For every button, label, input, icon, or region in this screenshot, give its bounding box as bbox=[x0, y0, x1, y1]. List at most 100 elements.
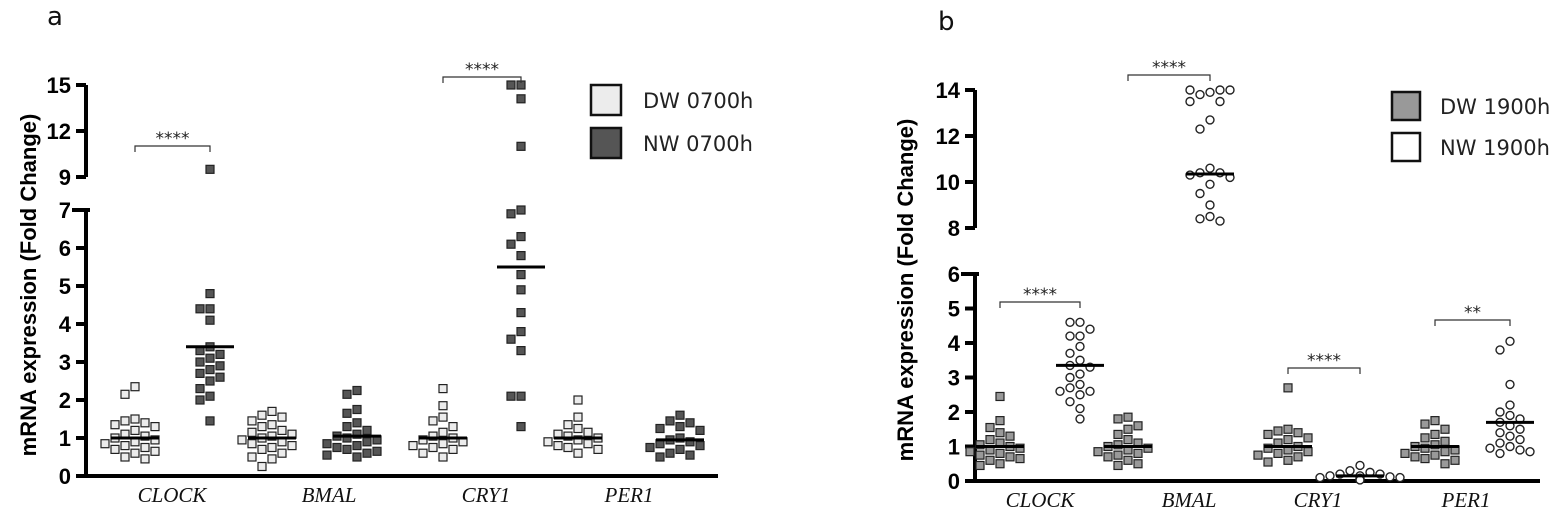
panel-b-point-dw-1900h-cry1-12 bbox=[1273, 448, 1283, 458]
panel-b-point-dw-1900h-clock-3 bbox=[995, 428, 1005, 438]
panel-b-point-dw-1900h-cry1-1 bbox=[1283, 424, 1293, 434]
panel-b-point-dw-1900h-cry1-3 bbox=[1293, 428, 1303, 438]
panel-b-point-nw-1900h-per1-12 bbox=[1515, 434, 1525, 445]
panel-b-y-tick-label-5: 5 bbox=[948, 297, 960, 322]
panel-b-point-dw-1900h-per1-5 bbox=[1440, 436, 1450, 446]
panel-b-legend-swatch-dw-1900h bbox=[1390, 90, 1422, 122]
panel-a-point-nw-0700h-clock-3 bbox=[195, 304, 205, 314]
panel-a-point-nw-0700h-cry1-12 bbox=[516, 327, 526, 337]
panel-b-point-nw-1900h-per1-14 bbox=[1505, 441, 1515, 452]
panel-a-point-nw-0700h-bmal-0 bbox=[352, 385, 362, 396]
panel-a-point-dw-0700h-clock-9 bbox=[140, 431, 150, 441]
panel-b-point-dw-1900h-cry1-11 bbox=[1303, 447, 1313, 457]
panel-b-point-dw-1900h-clock-2 bbox=[985, 422, 995, 433]
panel-b-y-tick-label-1: 1 bbox=[948, 435, 960, 460]
panel-b-point-dw-1900h-clock-7 bbox=[975, 440, 985, 450]
panel-a-point-nw-0700h-clock-0 bbox=[205, 164, 215, 174]
panel-b-point-dw-1900h-bmal-4 bbox=[1113, 429, 1123, 440]
panel-b-point-nw-1900h-per1-10 bbox=[1495, 428, 1505, 438]
panel-b-point-nw-1900h-bmal-15 bbox=[1195, 214, 1205, 224]
panel-a-point-nw-0700h-cry1-7 bbox=[506, 239, 516, 249]
panel-a-point-nw-0700h-bmal-13 bbox=[352, 441, 362, 451]
panel-a-point-nw-0700h-bmal-12 bbox=[322, 439, 332, 449]
panel-a-point-nw-0700h-clock-10 bbox=[215, 361, 225, 371]
panel-b-point-nw-1900h-cry1-8 bbox=[1315, 472, 1325, 483]
panel-a-point-dw-0700h-bmal-5 bbox=[257, 422, 267, 432]
panel-a-point-nw-0700h-cry1-1 bbox=[516, 141, 526, 151]
panel-a-point-nw-0700h-per1-4 bbox=[655, 423, 665, 434]
panel-b-category-label-cry1: CRY1 bbox=[1294, 488, 1343, 512]
panel-a-point-nw-0700h-cry1-10 bbox=[516, 285, 526, 295]
panel-a-point-nw-0700h-cry1-0 bbox=[516, 94, 526, 104]
panel-b-point-nw-1900h-clock-15 bbox=[1055, 386, 1065, 396]
panel-b-point-nw-1900h-cry1-6 bbox=[1325, 471, 1335, 481]
panel-a-point-nw-0700h-bmal-9 bbox=[342, 433, 352, 443]
panel-b-point-dw-1900h-per1-13 bbox=[1410, 452, 1420, 462]
panel-b-point-nw-1900h-per1-15 bbox=[1485, 443, 1495, 453]
panel-b-point-nw-1900h-per1-9 bbox=[1515, 424, 1525, 434]
panel-b-point-dw-1900h-cry1-9 bbox=[1263, 443, 1273, 453]
panel-a-point-dw-0700h-cry1-13 bbox=[448, 444, 458, 454]
panel-b-point-dw-1900h-cry1-15 bbox=[1283, 455, 1293, 465]
panel-b-point-dw-1900h-per1-0 bbox=[1430, 416, 1440, 426]
panel-b-point-dw-1900h-clock-4 bbox=[1005, 431, 1015, 441]
panel-a-point-dw-0700h-cry1-2 bbox=[438, 412, 448, 422]
panel-b-point-nw-1900h-clock-6 bbox=[1065, 348, 1075, 359]
panel-b-point-nw-1900h-per1-17 bbox=[1525, 446, 1535, 457]
panel-b-point-dw-1900h-per1-12 bbox=[1430, 450, 1440, 460]
panel-b-legend-label-nw-1900h: NW 1900h bbox=[1440, 136, 1550, 160]
panel-a-point-nw-0700h-per1-0 bbox=[675, 410, 685, 420]
panel-b-point-dw-1900h-bmal-0 bbox=[1123, 412, 1133, 422]
panel-a-point-nw-0700h-per1-10 bbox=[695, 441, 705, 451]
panel-a-point-dw-0700h-cry1-3 bbox=[428, 416, 438, 426]
panel-b-point-dw-1900h-clock-18 bbox=[975, 460, 985, 471]
panel-a-category-label-cry1: CRY1 bbox=[462, 483, 511, 507]
panel-b-y-tick-label-3: 3 bbox=[948, 366, 960, 391]
panel-a-point-nw-0700h-clock-12 bbox=[195, 368, 205, 378]
panel-b-point-nw-1900h-bmal-16 bbox=[1215, 216, 1225, 226]
panel-a-point-nw-0700h-cry1-6 bbox=[516, 232, 526, 242]
panel-a-point-nw-0700h-per1-11 bbox=[645, 442, 655, 453]
panel-b-point-nw-1900h-per1-2 bbox=[1505, 379, 1515, 390]
panel-b-point-dw-1900h-per1-10 bbox=[1440, 447, 1450, 457]
panel-b-point-nw-1900h-clock-13 bbox=[1065, 383, 1075, 393]
panel-a-point-dw-0700h-bmal-14 bbox=[287, 441, 297, 451]
panel-a-point-dw-0700h-clock-16 bbox=[110, 444, 120, 454]
panel-b-point-nw-1900h-per1-3 bbox=[1505, 400, 1515, 410]
panel-a-y-tick-label-12: 12 bbox=[47, 119, 71, 144]
panel-a-point-nw-0700h-per1-13 bbox=[665, 448, 675, 458]
panel-a-y-tick-label-2: 2 bbox=[59, 388, 71, 413]
panel-b-significance-label-per1: ** bbox=[1464, 303, 1481, 323]
panel-a-point-nw-0700h-bmal-3 bbox=[342, 408, 352, 418]
panel-a-point-nw-0700h-bmal-15 bbox=[342, 444, 352, 454]
panel-b-letter: b bbox=[938, 7, 955, 37]
panel-a-category-label-bmal: BMAL bbox=[302, 483, 357, 507]
panel-a-point-dw-0700h-bmal-15 bbox=[267, 442, 277, 453]
panel-b-point-dw-1900h-bmal-9 bbox=[1143, 443, 1153, 453]
panel-a-point-dw-0700h-bmal-1 bbox=[257, 410, 267, 420]
panel-a-point-nw-0700h-cry1-5 bbox=[506, 209, 516, 219]
panel-a-legend-label-nw-0700h: NW 0700h bbox=[643, 132, 753, 156]
panel-a-point-nw-0700h-cry1-15 bbox=[516, 391, 526, 401]
panel-b-point-dw-1900h-bmal-3 bbox=[1123, 424, 1133, 434]
panel-b-point-nw-1900h-clock-17 bbox=[1065, 396, 1075, 407]
panel-b-point-dw-1900h-clock-14 bbox=[1005, 452, 1015, 462]
panel-a-point-nw-0700h-per1-2 bbox=[685, 418, 695, 428]
panel-a-point-dw-0700h-clock-19 bbox=[120, 452, 130, 462]
panel-a-point-dw-0700h-per1-8 bbox=[573, 435, 583, 445]
panel-a-point-dw-0700h-bmal-9 bbox=[267, 431, 277, 441]
panel-b-point-dw-1900h-per1-2 bbox=[1440, 424, 1450, 434]
panel-b-y-tick-label-0: 0 bbox=[948, 469, 960, 494]
panel-a-point-nw-0700h-bmal-18 bbox=[322, 450, 332, 460]
panel-a-point-dw-0700h-clock-1 bbox=[120, 389, 130, 399]
panel-a-point-nw-0700h-cry1-4 bbox=[516, 205, 526, 215]
panel-a-point-nw-0700h-clock-7 bbox=[215, 349, 225, 359]
panel-a-point-dw-0700h-cry1-11 bbox=[408, 441, 418, 451]
panel-a-point-dw-0700h-per1-13 bbox=[593, 444, 603, 454]
panel-b-y-tick-label-12: 12 bbox=[936, 124, 960, 149]
panel-a-point-dw-0700h-cry1-10 bbox=[438, 439, 448, 449]
panel-a-point-dw-0700h-cry1-12 bbox=[428, 442, 438, 453]
panel-b-significance-bracket-per1 bbox=[1434, 319, 1511, 326]
panel-a-point-dw-0700h-per1-11 bbox=[553, 441, 563, 451]
